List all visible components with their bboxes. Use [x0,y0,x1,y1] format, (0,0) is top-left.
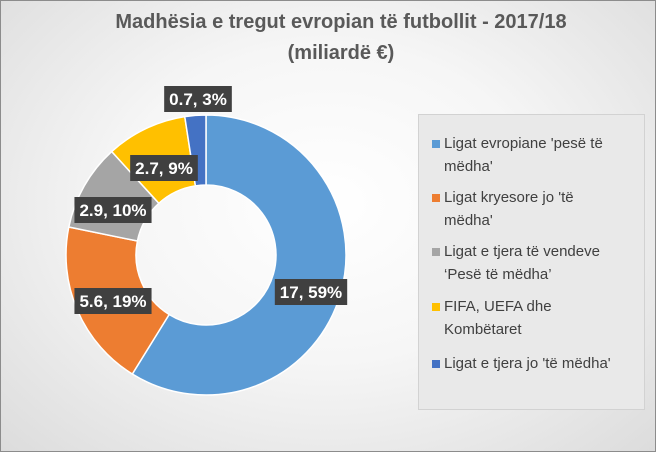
data-label-box [74,197,152,223]
chart-title: Madhësia e tregut evropian të futbollit … [91,7,591,69]
data-label-top-non-big-leagues: 5.6, 19% [74,288,152,314]
data-label-text: 2.9, 10% [79,201,146,220]
slice-other-non-big-leagues [183,114,207,187]
data-label-box [74,288,152,314]
data-label-text: 17, 59% [280,283,342,302]
legend-label: Ligat kryesore jo 'të mëdha' [444,189,574,229]
data-labels: 17, 59% 5.6, 19% 2.9, 10% 2.7, 9% 0.7, 3% [74,86,348,314]
legend-swatch [432,140,440,148]
doughnut-slices [65,114,347,396]
legend-label: Ligat e tjera jo 'të mëdha' [444,355,611,372]
data-label-box [130,155,198,181]
legend-swatch [432,303,440,311]
data-label-text: 2.7, 9% [135,159,193,178]
legend-swatch [432,360,440,368]
data-label-big-five-leagues: 17, 59% [274,279,348,305]
legend-label: Ligat evropiane 'pesë të mëdha' [444,135,603,175]
chart-title-line-2: (miliardë €) [287,42,395,64]
data-label-other-non-big-leagues: 0.7, 3% [164,86,232,112]
chart-title-line-1: Madhësia e tregut evropian të futbollit … [115,11,567,33]
data-label-text: 5.6, 19% [79,292,146,311]
legend-swatch [432,248,440,256]
data-label-fifa-uefa-nationals: 2.7, 9% [130,155,198,181]
data-label-box [274,279,348,305]
legend: Ligat evropiane 'pesë të mëdha' Ligat krye… [418,114,645,410]
data-label-other-big-five-country-leagues: 2.9, 10% [74,197,152,223]
data-label-box [164,86,232,112]
data-label-text: 0.7, 3% [169,90,227,109]
legend-label: FIFA, UEFA dhe Kombëtaret [444,298,552,338]
legend-label: Ligat e tjera të vendeve ‘Pesë të mëdha’ [444,243,600,283]
slice-big-five-leagues [131,114,347,396]
legend-swatch [432,194,440,202]
